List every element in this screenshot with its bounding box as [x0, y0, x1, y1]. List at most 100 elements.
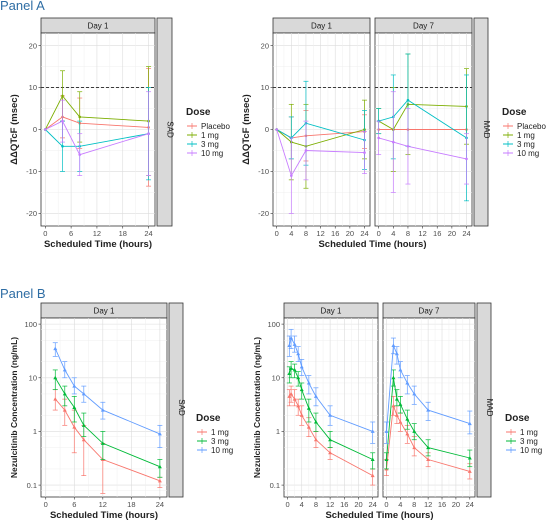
- data-point: [405, 380, 410, 385]
- legend-title: Dose: [186, 107, 211, 118]
- x-axis-title: Scheduled Time (hours): [325, 510, 433, 521]
- data-point: [289, 391, 294, 396]
- data-point: [370, 457, 375, 461]
- series-3-mg: [52, 369, 163, 478]
- y-axis-title: ΔΔQTcF (msec): [9, 94, 20, 165]
- data-point: [405, 431, 410, 436]
- series-line: [378, 103, 467, 131]
- series-line: [378, 99, 467, 139]
- series-group: [44, 66, 152, 187]
- panel-a-label: Panel A: [0, 0, 45, 13]
- data-point: [412, 445, 417, 450]
- data-point: [62, 391, 67, 396]
- data-point: [304, 149, 308, 152]
- data-point: [426, 457, 431, 461]
- data-point: [467, 469, 472, 473]
- y-axis-title: ΔΔQTcF (msec): [241, 94, 252, 165]
- y-tick-label: 20: [29, 41, 37, 50]
- x-tick-label: 12: [93, 229, 101, 238]
- facet-panel: Day 1 0 4 8 12 16 20 24 0.1 1 10 100: [267, 302, 379, 509]
- data-point: [384, 457, 389, 461]
- data-point: [72, 384, 77, 388]
- x-tick-label: 12: [326, 500, 334, 509]
- series-group: [52, 342, 163, 494]
- facet-strip-label: Day 1: [311, 22, 332, 31]
- legend-label: 1 mg: [517, 131, 535, 140]
- data-point: [100, 441, 105, 445]
- facet-strip-label: Day 1: [321, 307, 342, 316]
- data-point: [465, 157, 468, 161]
- plot-area: [382, 317, 476, 498]
- x-tick-label: 12: [316, 229, 324, 238]
- data-point: [289, 336, 294, 340]
- series-line: [44, 129, 149, 147]
- data-point: [384, 429, 389, 433]
- x-tick-label: 16: [433, 229, 441, 238]
- data-point: [328, 450, 333, 455]
- legend-label: Placebo: [517, 122, 546, 131]
- data-point: [81, 423, 86, 427]
- y-tick-label: -10: [258, 167, 269, 176]
- series-line: [54, 377, 161, 468]
- plot-area: [283, 317, 379, 498]
- data-point: [296, 351, 301, 356]
- data-point: [299, 413, 304, 417]
- data-point: [62, 367, 67, 372]
- y-tick-label: 10: [29, 373, 37, 382]
- x-tick-label: 24: [144, 229, 152, 238]
- data-point: [61, 94, 64, 98]
- x-tick-label: 4: [398, 500, 402, 509]
- chart-b-mad: Day 1 0 4 8 12 16 20 24 0.1 1 10 100 Day 7 0 4 8 12 16 20 2…: [252, 302, 542, 521]
- data-point: [287, 371, 292, 376]
- chart-a-sad: Day 1 0 6 12 18 24 -20 -10 0 10 20 SAD Scheduled Tim…: [9, 17, 230, 250]
- data-point: [391, 343, 396, 347]
- series-line: [386, 405, 470, 472]
- series-3-mg: [383, 369, 473, 470]
- data-point: [426, 445, 431, 450]
- data-point: [313, 437, 318, 442]
- x-tick-label: 0: [384, 500, 388, 509]
- data-point: [61, 144, 64, 148]
- facet-strip-label: Day 1: [94, 307, 115, 316]
- facet-strip-label: Day 7: [419, 307, 440, 316]
- y-tick-label: 10: [29, 83, 37, 92]
- y-tick-label: -10: [26, 167, 37, 176]
- data-point: [406, 144, 410, 148]
- data-point: [275, 128, 278, 131]
- chart-b-sad: Day 1 0 6 12 18 24 0.1 1 10 100 SAD Scheduled Time …: [9, 302, 233, 521]
- data-point: [53, 346, 58, 351]
- y-tick-label: 0.1: [270, 481, 280, 490]
- x-tick-label: 0: [275, 229, 279, 238]
- side-strip-label: MAD: [485, 399, 494, 417]
- series-line: [276, 122, 365, 141]
- x-tick-label: 20: [346, 229, 354, 238]
- x-tick-label: 8: [314, 500, 318, 509]
- series-line: [276, 129, 365, 147]
- data-point: [406, 98, 410, 102]
- data-point: [394, 413, 399, 417]
- x-tick-label: 12: [99, 500, 107, 509]
- x-tick-label: 24: [360, 229, 368, 238]
- data-point: [157, 478, 162, 483]
- side-strip-label: SAD: [177, 399, 186, 416]
- data-point: [292, 367, 297, 372]
- data-point: [157, 464, 162, 469]
- series-line: [378, 137, 467, 160]
- data-point: [394, 397, 399, 401]
- x-tick-label: 0: [44, 500, 48, 509]
- x-tick-label: 16: [438, 500, 446, 509]
- data-point: [81, 391, 86, 396]
- x-tick-label: 24: [369, 500, 377, 509]
- data-point: [394, 351, 399, 356]
- series-10-mg: [383, 337, 473, 444]
- data-point: [306, 380, 311, 385]
- data-point: [398, 402, 403, 406]
- data-point: [296, 403, 301, 408]
- data-point: [299, 364, 304, 369]
- data-point: [412, 429, 417, 433]
- y-tick-label: 0: [33, 125, 37, 134]
- y-tick-label: 0.1: [27, 481, 37, 490]
